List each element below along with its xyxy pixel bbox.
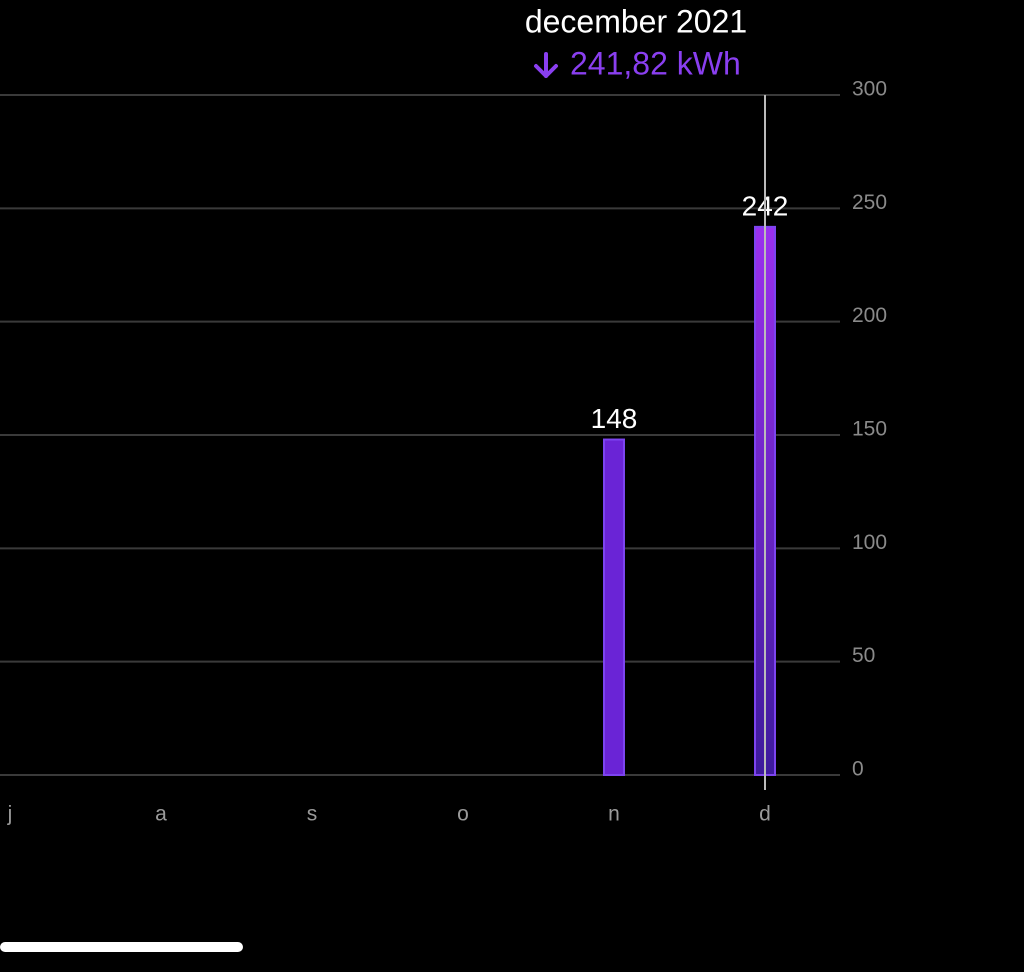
y-tick-label: 0 xyxy=(852,758,864,781)
y-tick-label: 50 xyxy=(852,644,875,667)
y-tick-label: 100 xyxy=(852,531,887,554)
x-tick-label: j xyxy=(7,803,13,826)
y-tick-label: 300 xyxy=(852,78,887,101)
home-indicator xyxy=(0,942,243,952)
value-label: 148 xyxy=(591,403,638,434)
x-tick-label: o xyxy=(457,803,469,826)
x-tick-label: n xyxy=(608,803,620,826)
tooltip-title: december 2021 xyxy=(525,3,747,39)
y-tick-label: 250 xyxy=(852,191,887,214)
x-tick-label: a xyxy=(155,803,167,826)
bar xyxy=(603,438,625,776)
y-tick-label: 150 xyxy=(852,418,887,441)
x-tick-label: s xyxy=(307,803,318,826)
tooltip-value: 241,82 kWh xyxy=(570,45,741,81)
down-arrow-icon xyxy=(534,52,558,78)
y-tick-label: 200 xyxy=(852,304,887,327)
x-tick-label: d xyxy=(759,803,771,826)
